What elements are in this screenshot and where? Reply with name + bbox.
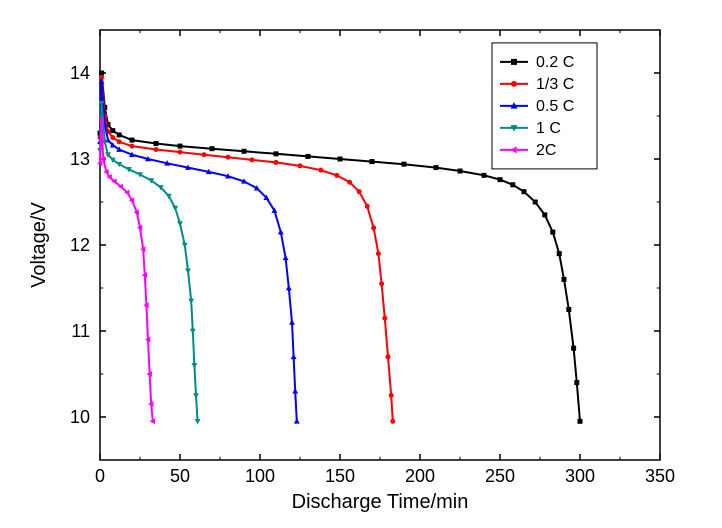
y-axis-label: Voltage/V (28, 202, 50, 288)
legend: 0.2 C 1/3 C 0.5 C 1 C 2C (492, 43, 597, 169)
svg-text:250: 250 (485, 466, 515, 486)
svg-text:1 C: 1 C (536, 120, 561, 137)
svg-text:150: 150 (325, 466, 355, 486)
svg-text:200: 200 (405, 466, 435, 486)
svg-text:2C: 2C (536, 142, 556, 159)
x-axis-label: Discharge Time/min (292, 491, 469, 513)
svg-text:11: 11 (71, 321, 90, 341)
svg-text:50: 50 (170, 466, 190, 486)
svg-text:1/3 C: 1/3 C (536, 76, 574, 93)
discharge-chart: 0 50 100 150 200 250 300 350 10 11 12 13 14 Discharge… (0, 0, 722, 528)
svg-text:12: 12 (70, 235, 90, 255)
svg-text:10: 10 (70, 407, 90, 427)
svg-text:100: 100 (245, 466, 275, 486)
svg-text:13: 13 (70, 149, 90, 169)
svg-text:0.5 C: 0.5 C (536, 98, 574, 115)
svg-text:350: 350 (645, 466, 675, 486)
svg-text:300: 300 (565, 466, 595, 486)
svg-text:0.2 C: 0.2 C (536, 54, 574, 71)
svg-text:14: 14 (70, 63, 90, 83)
svg-text:0: 0 (95, 466, 105, 486)
